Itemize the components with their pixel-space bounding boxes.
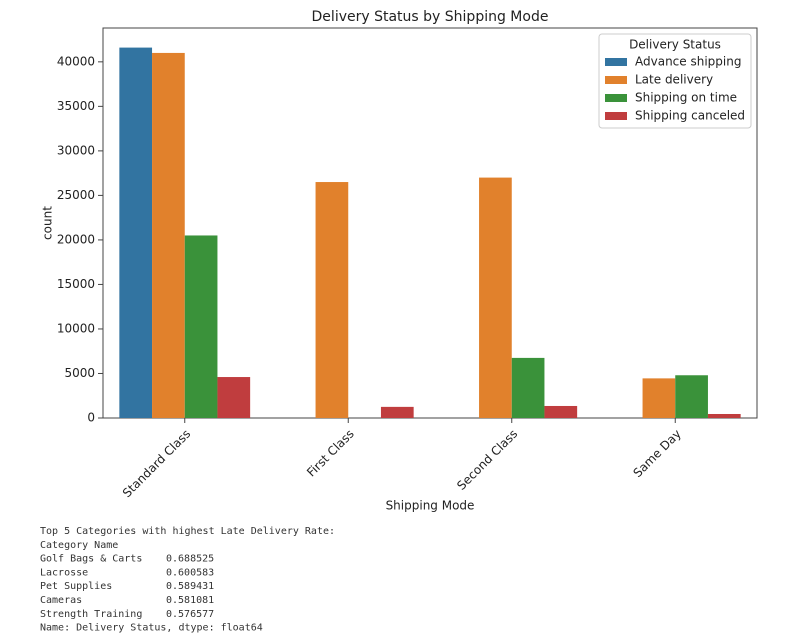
bar — [119, 47, 153, 418]
x-tick-label: Same Day — [630, 427, 683, 480]
x-axis-label: Shipping Mode — [386, 499, 475, 513]
output-category: Golf Bags & Carts — [40, 554, 142, 565]
output-rate: 0.688525 — [166, 554, 214, 565]
y-tick-label: 20000 — [57, 232, 95, 246]
legend-swatch — [605, 112, 627, 120]
legend-swatch — [605, 94, 627, 102]
y-tick-label: 40000 — [57, 54, 95, 68]
output-index-name: Category Name — [40, 540, 118, 551]
y-axis-label: count — [41, 206, 55, 240]
bar — [544, 405, 578, 418]
output-rate: 0.600583 — [166, 567, 214, 578]
y-tick-label: 25000 — [57, 188, 95, 202]
legend-label: Advance shipping — [635, 55, 741, 69]
legend-label: Shipping canceled — [635, 109, 745, 123]
chart-title: Delivery Status by Shipping Mode — [312, 9, 549, 25]
bar — [152, 52, 185, 418]
legend-label: Late delivery — [635, 73, 713, 87]
bar — [479, 177, 512, 418]
output-rate: 0.589431 — [166, 581, 214, 592]
x-tick-label: Second Class — [454, 427, 520, 493]
output-rate: 0.581081 — [166, 595, 214, 606]
legend-title: Delivery Status — [629, 38, 721, 52]
output-category: Pet Supplies — [40, 581, 112, 592]
bar — [707, 413, 741, 418]
bar — [511, 357, 545, 418]
legend-swatch — [605, 58, 627, 66]
y-tick-label: 0 — [87, 411, 95, 425]
y-tick-label: 30000 — [57, 143, 95, 157]
bar — [184, 235, 218, 418]
legend-swatch — [605, 76, 627, 84]
output-category: Strength Training — [40, 609, 142, 620]
x-tick-label: First Class — [304, 427, 357, 480]
bar — [642, 378, 676, 418]
y-tick-label: 10000 — [57, 321, 95, 335]
bar — [315, 182, 349, 418]
bar — [217, 377, 251, 418]
y-tick-label: 15000 — [57, 277, 95, 291]
bar — [380, 406, 414, 418]
output-rate: 0.576577 — [166, 609, 214, 620]
output-title: Top 5 Categories with highest Late Deliv… — [40, 526, 335, 537]
legend-box — [598, 33, 752, 129]
x-tick-label: Standard Class — [120, 427, 194, 501]
y-tick-label: 35000 — [57, 99, 95, 113]
plot-frame — [102, 27, 758, 419]
y-tick-label: 5000 — [64, 366, 95, 380]
output-category: Lacrosse — [40, 567, 88, 578]
legend-label: Shipping on time — [635, 91, 737, 105]
output-category: Cameras — [40, 595, 82, 606]
bar — [675, 375, 708, 418]
output-footer: Name: Delivery Status, dtype: float64 — [40, 623, 263, 634]
